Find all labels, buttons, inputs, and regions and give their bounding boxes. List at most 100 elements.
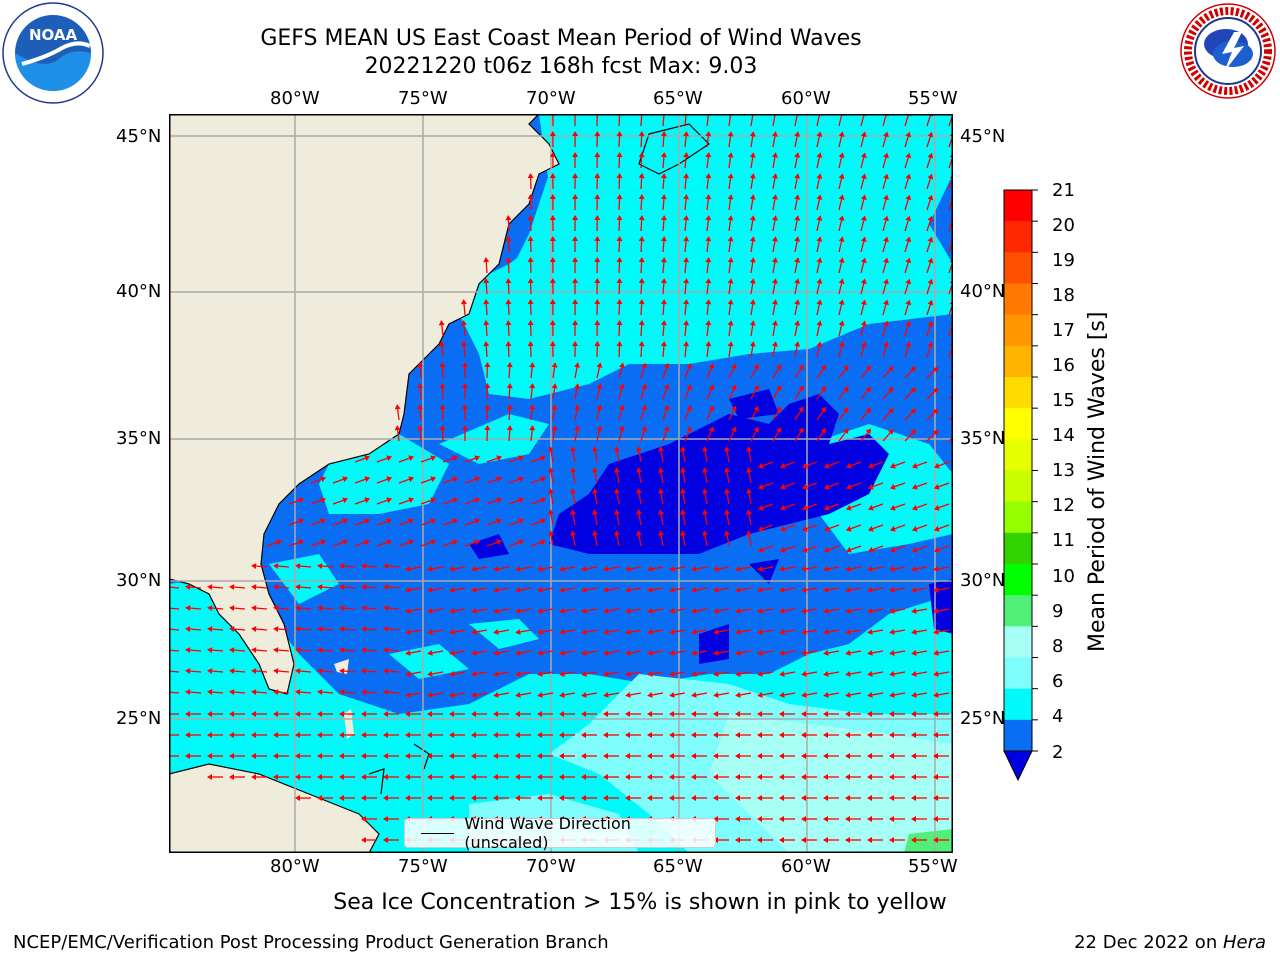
direction-arrow-head	[537, 587, 543, 593]
direction-arrow-shaft	[253, 670, 268, 673]
direction-arrow-head	[669, 692, 675, 698]
direction-arrow-head	[559, 774, 564, 780]
direction-arrow-shaft	[926, 155, 932, 169]
direction-arrow-head	[757, 650, 763, 656]
direction-arrow-head	[572, 341, 579, 346]
direction-arrow-shaft	[672, 650, 686, 654]
direction-arrow-head	[816, 215, 823, 221]
direction-arrow-shaft	[209, 628, 224, 631]
direction-arrow-head	[603, 566, 609, 572]
colorbar-segment	[1004, 283, 1032, 316]
direction-arrow-head	[559, 692, 565, 698]
direction-arrow-head	[867, 837, 872, 843]
direction-arrow-shaft	[518, 671, 532, 675]
direction-arrow-head	[883, 215, 889, 222]
direction-arrow-head	[417, 383, 424, 389]
direction-arrow-head	[298, 497, 304, 504]
direction-arrow-head	[846, 525, 852, 532]
direction-arrow-head	[749, 194, 756, 200]
direction-arrow-head	[471, 587, 477, 593]
direction-arrow-head	[527, 278, 534, 284]
direction-arrow-head	[452, 497, 458, 504]
colorbar-tick: 6	[1052, 671, 1064, 692]
direction-arrow-head	[846, 483, 852, 490]
direction-arrow-head	[638, 131, 645, 137]
direction-arrow-head	[273, 774, 278, 780]
direction-arrow-head	[559, 587, 565, 593]
direction-arrow-head	[405, 692, 411, 698]
direction-arrow-head	[207, 711, 212, 717]
direction-arrow-shaft	[816, 134, 821, 148]
direction-arrow-head	[581, 753, 586, 759]
direction-arrow-shaft	[442, 519, 456, 526]
direction-arrow-shaft	[684, 281, 687, 295]
direction-arrow-head	[705, 236, 712, 242]
direction-arrow-head	[273, 584, 279, 590]
direction-arrow-shaft	[540, 608, 554, 612]
direction-arrow-shaft	[860, 197, 865, 211]
direction-arrow-head	[295, 605, 301, 611]
direction-arrow-head	[905, 215, 912, 222]
direction-arrow-head	[364, 455, 370, 462]
direction-arrow-shaft	[706, 134, 710, 148]
direction-arrow-head	[317, 753, 322, 759]
direction-arrow-head	[493, 732, 498, 738]
land	[169, 114, 559, 853]
direction-arrow-shaft	[419, 364, 422, 379]
direction-arrow-shaft	[804, 692, 818, 696]
direction-arrow-head	[746, 467, 752, 473]
direction-arrow-shaft	[892, 482, 906, 489]
direction-arrow-shaft	[892, 461, 906, 468]
direction-arrow-shaft	[870, 608, 884, 612]
direction-arrow-head	[638, 152, 645, 158]
direction-arrow-head	[529, 404, 536, 410]
direction-arrow-head	[625, 671, 631, 677]
direction-arrow-shaft	[848, 608, 862, 612]
direction-arrow-shaft	[838, 197, 843, 211]
direction-arrow-shaft	[474, 566, 488, 570]
direction-arrow-shaft	[682, 449, 686, 463]
direction-arrow-head	[727, 320, 734, 326]
lat-tick-left: 30°N	[116, 570, 162, 591]
direction-arrow-head	[801, 753, 806, 759]
direction-arrow-shaft	[616, 533, 620, 547]
direction-arrow-head	[845, 837, 850, 843]
direction-arrow-shaft	[716, 692, 730, 696]
direction-arrow-shaft	[385, 565, 400, 568]
direction-arrow-shaft	[187, 586, 202, 589]
direction-arrow-head	[905, 341, 912, 348]
direction-arrow-shaft	[288, 540, 302, 547]
direction-arrow-head	[867, 774, 872, 780]
direction-arrow-head	[779, 692, 785, 698]
colorbar-segment	[1004, 314, 1032, 347]
direction-arrow-head	[905, 236, 912, 243]
direction-arrow-head	[474, 455, 480, 462]
direction-arrow-head	[910, 408, 916, 415]
direction-arrow-shaft	[550, 512, 554, 526]
direction-arrow-shaft	[662, 428, 668, 442]
direction-arrow-shaft	[860, 388, 870, 400]
direction-arrow-head	[427, 587, 433, 593]
direction-arrow-head	[708, 363, 715, 370]
direction-arrow-shaft	[936, 650, 950, 654]
direction-arrow-head	[860, 131, 867, 138]
direction-arrow-head	[320, 497, 326, 504]
direction-arrow-shaft	[562, 692, 576, 696]
direction-arrow-head	[616, 299, 623, 305]
direction-arrow-shaft	[860, 344, 865, 358]
direction-arrow-shaft	[750, 366, 758, 379]
direction-arrow-head	[823, 795, 828, 801]
direction-arrow-head	[592, 467, 598, 473]
direction-arrow-head	[735, 671, 741, 677]
direction-arrow-head	[798, 427, 804, 434]
direction-arrow-shaft	[572, 533, 576, 547]
direction-arrow-shaft	[508, 406, 511, 421]
direction-arrow-head	[816, 194, 823, 200]
direction-arrow-shaft	[914, 503, 928, 510]
direction-arrow-head	[207, 689, 213, 695]
direction-arrow-head	[905, 194, 912, 201]
direction-arrow-head	[669, 732, 674, 738]
direction-arrow-head	[708, 426, 715, 433]
direction-arrow-head	[483, 278, 490, 284]
direction-arrow-shaft	[253, 649, 268, 652]
